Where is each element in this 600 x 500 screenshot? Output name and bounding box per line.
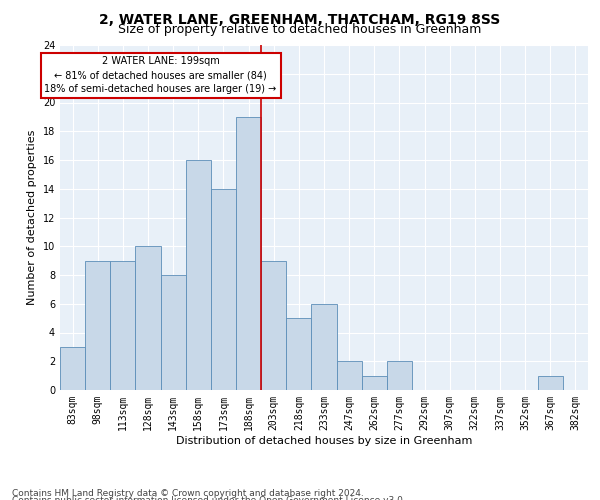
X-axis label: Distribution of detached houses by size in Greenham: Distribution of detached houses by size …: [176, 436, 472, 446]
Text: 2 WATER LANE: 199sqm
← 81% of detached houses are smaller (84)
18% of semi-detac: 2 WATER LANE: 199sqm ← 81% of detached h…: [44, 56, 277, 94]
Bar: [136, 246, 161, 390]
Bar: [60, 347, 85, 390]
Bar: [110, 260, 136, 390]
Bar: [337, 361, 362, 390]
Bar: [161, 275, 186, 390]
Bar: [211, 188, 236, 390]
Bar: [186, 160, 211, 390]
Bar: [261, 260, 286, 390]
Bar: [311, 304, 337, 390]
Bar: [538, 376, 563, 390]
Bar: [236, 117, 261, 390]
Text: Contains public sector information licensed under the Open Government Licence v3: Contains public sector information licen…: [12, 496, 406, 500]
Y-axis label: Number of detached properties: Number of detached properties: [27, 130, 37, 305]
Bar: [387, 361, 412, 390]
Text: 2, WATER LANE, GREENHAM, THATCHAM, RG19 8SS: 2, WATER LANE, GREENHAM, THATCHAM, RG19 …: [100, 12, 500, 26]
Bar: [286, 318, 311, 390]
Text: Contains HM Land Registry data © Crown copyright and database right 2024.: Contains HM Land Registry data © Crown c…: [12, 488, 364, 498]
Text: Size of property relative to detached houses in Greenham: Size of property relative to detached ho…: [118, 22, 482, 36]
Bar: [362, 376, 387, 390]
Bar: [85, 260, 110, 390]
